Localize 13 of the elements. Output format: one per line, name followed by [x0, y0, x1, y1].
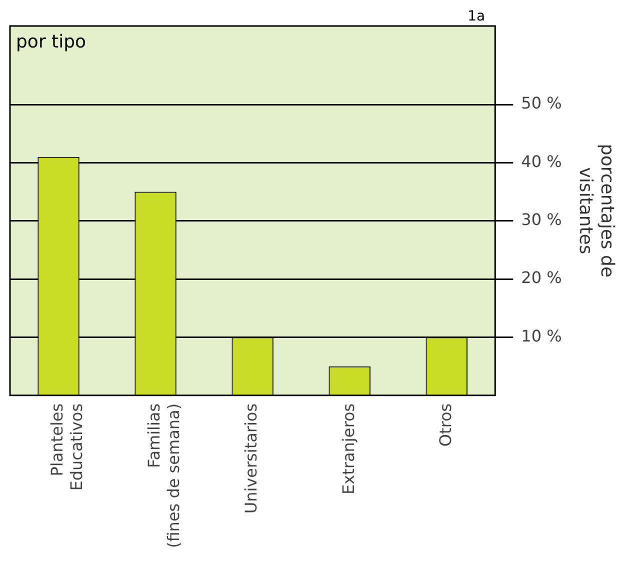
x-tick-label: Universitarios: [242, 403, 261, 514]
x-tick-label: Familias (fines de semana): [144, 403, 183, 548]
y-tick-label: 20 %: [521, 268, 562, 288]
y-axis-title: porcentajes de visitantes: [574, 144, 618, 278]
x-tick-label: Planteles Educativos: [48, 403, 86, 491]
y-tick-label: 30 %: [521, 210, 562, 230]
y-tick-label: 50 %: [521, 94, 562, 113]
text: 1a: [468, 8, 486, 25]
x-tick-label: Otros: [436, 403, 455, 447]
x-tick-label: Extranjeros: [338, 403, 358, 494]
y-tick-label: 40 %: [521, 152, 562, 171]
chart-title: por tipo: [16, 32, 86, 53]
y-tick-label: 10 %: [521, 326, 562, 346]
